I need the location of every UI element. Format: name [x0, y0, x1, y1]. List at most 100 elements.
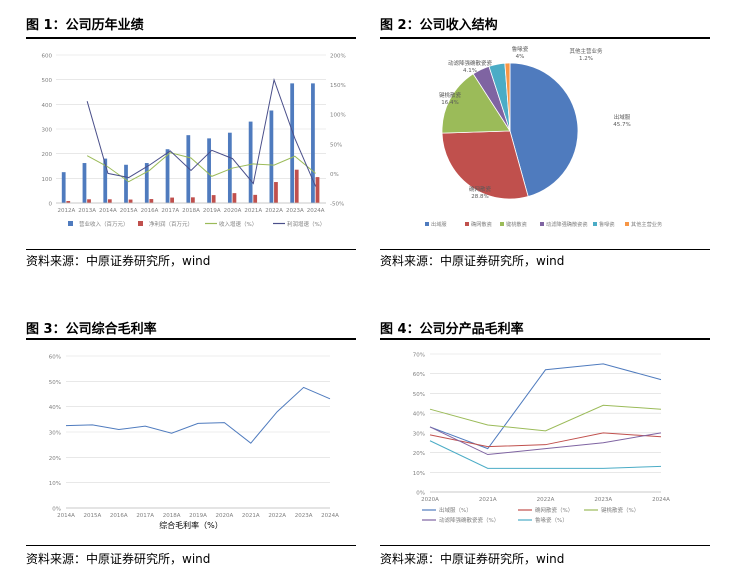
fig1-top-rule	[26, 37, 356, 39]
fig1-bottom-rule	[26, 249, 356, 250]
series-line	[429, 363, 662, 450]
fig3-top-rule	[26, 338, 356, 340]
x-tick-label: 2021A	[242, 513, 260, 519]
x-tick-label: 2015A	[84, 513, 102, 519]
x-tick-label: 2020A	[421, 497, 439, 503]
fig1-title: 图 1：公司历年业绩	[26, 18, 144, 33]
bar	[149, 199, 154, 203]
legend-swatch	[138, 221, 143, 226]
legend-swatch	[465, 222, 469, 226]
y-tick-label: 40%	[413, 412, 425, 418]
bar	[227, 132, 232, 203]
legend-label: 动滤降强确散瓷瓷	[546, 220, 588, 228]
y-left-tick-label: 400	[42, 103, 53, 109]
slice-percent: 45.7%	[613, 122, 630, 128]
fig4-top-rule	[380, 338, 710, 340]
slice-label: 其他主营业务	[569, 47, 603, 55]
legend-label: 出域服	[431, 220, 447, 228]
legend-label: 净利润（百万元）	[149, 220, 193, 228]
slice-percent: 16.4%	[441, 100, 458, 106]
legend-swatch	[540, 222, 544, 226]
legend-label: 键桃散瓷	[506, 220, 527, 228]
fig2-title: 图 2：公司收入结构	[380, 18, 498, 33]
x-tick-label: 2024A	[321, 513, 339, 519]
x-tick-label: 2019A	[189, 513, 207, 519]
legend-swatch	[593, 222, 597, 226]
x-tick-label: 2020A	[216, 513, 234, 519]
y-right-tick-label: 50%	[330, 142, 342, 148]
x-tick-label: 2016A	[141, 208, 159, 214]
y-left-tick-label: 500	[42, 78, 53, 84]
y-tick-label: 10%	[49, 481, 61, 487]
bar	[311, 83, 315, 203]
legend-label: 其他主营业务	[631, 220, 662, 228]
fig1-chart: 0 100 200 300 400 500 600 -50% 0% 50% 100% 150% 200%…	[42, 54, 346, 229]
legend-label: 键桃散瓷（%）	[601, 506, 639, 514]
fig4-bottom-rule	[380, 545, 710, 546]
y-tick-label: 50%	[49, 380, 61, 386]
bar	[274, 182, 278, 203]
x-tick-label: 2017A	[136, 513, 154, 519]
legend-label: 收入增速（%）	[219, 220, 257, 228]
y-tick-label: 40%	[49, 405, 61, 411]
fig4-chart: 0% 10% 20% 30% 40% 50% 60% 70% 2020A 2021A 2022A 20…	[413, 353, 670, 525]
fig4-source: 资料来源：中原证券研究所，wind	[380, 552, 565, 566]
bar	[165, 149, 170, 203]
panel-fig4: 图 4：公司分产品毛利率 0% 10% 20% 30% 40% 50% 60% 70% 2020…	[380, 300, 710, 581]
series-line	[429, 432, 662, 448]
panel-fig2: 图 2：公司收入结构 出域服 45.7% 确网散瓷 28.8% 键桃散瓷 16.4% 动滤降…	[380, 0, 710, 280]
slice-label: 动滤降强确散瓷瓷	[448, 59, 493, 67]
x-tick-label: 2022A	[268, 513, 286, 519]
bar	[170, 197, 174, 203]
x-tick-label: 2023A	[594, 497, 612, 503]
legend-swatch	[68, 221, 73, 226]
y-tick-label: 30%	[413, 431, 425, 437]
legend-label: 鲁喙瓷	[599, 220, 615, 228]
x-tick-label: 2015A	[120, 208, 138, 214]
y-left-tick-label: 300	[42, 128, 53, 134]
series-line	[429, 426, 662, 456]
slice-label: 出域服	[614, 113, 631, 121]
legend-swatch	[425, 222, 429, 226]
slice-percent: 28.8%	[471, 194, 488, 200]
fig3-source: 资料来源：中原证券研究所，wind	[26, 552, 211, 566]
y-tick-label: 20%	[49, 456, 61, 462]
bar	[191, 197, 195, 203]
y-tick-label: 50%	[413, 392, 425, 398]
y-tick-label: 60%	[413, 372, 425, 378]
series-line	[86, 152, 316, 183]
pie-slice	[441, 73, 511, 134]
y-left-tick-label: 200	[42, 152, 53, 158]
bar	[253, 194, 258, 203]
y-right-tick-label: 100%	[330, 113, 346, 119]
series-line	[429, 404, 662, 432]
x-tick-label: 2023A	[295, 513, 313, 519]
legend-swatch	[500, 222, 504, 226]
bar	[61, 172, 66, 203]
bar	[248, 121, 253, 203]
y-tick-label: 30%	[49, 431, 61, 437]
fig2-top-rule	[380, 37, 710, 39]
bar	[269, 110, 274, 203]
pie-slice	[441, 130, 529, 200]
x-tick-label: 2012A	[58, 208, 76, 214]
legend-label: 鲁喙瓷（%）	[535, 516, 568, 524]
x-tick-label: 2022A	[537, 497, 555, 503]
bar	[107, 199, 112, 203]
x-tick-label: 2021A	[479, 497, 497, 503]
pie-slice	[504, 62, 511, 132]
y-left-tick-label: 100	[42, 177, 53, 183]
y-right-tick-label: 0%	[330, 172, 339, 178]
bar	[211, 195, 216, 203]
fig1-source: 资料来源：中原证券研究所，wind	[26, 254, 211, 268]
bar	[66, 201, 71, 203]
bar	[290, 83, 295, 203]
bar	[124, 164, 128, 203]
bar	[144, 163, 149, 203]
bar	[232, 193, 237, 203]
x-tick-label: 2024A	[307, 208, 325, 214]
y-left-tick-label: 600	[42, 54, 53, 60]
x-tick-label: 2019A	[203, 208, 221, 214]
x-tick-label: 2013A	[78, 208, 96, 214]
fig2-chart: 出域服45.7%确网散瓷28.8%键桃散瓷16.4%动滤降强确散瓷瓷4.1%鲁喙…	[425, 45, 662, 228]
